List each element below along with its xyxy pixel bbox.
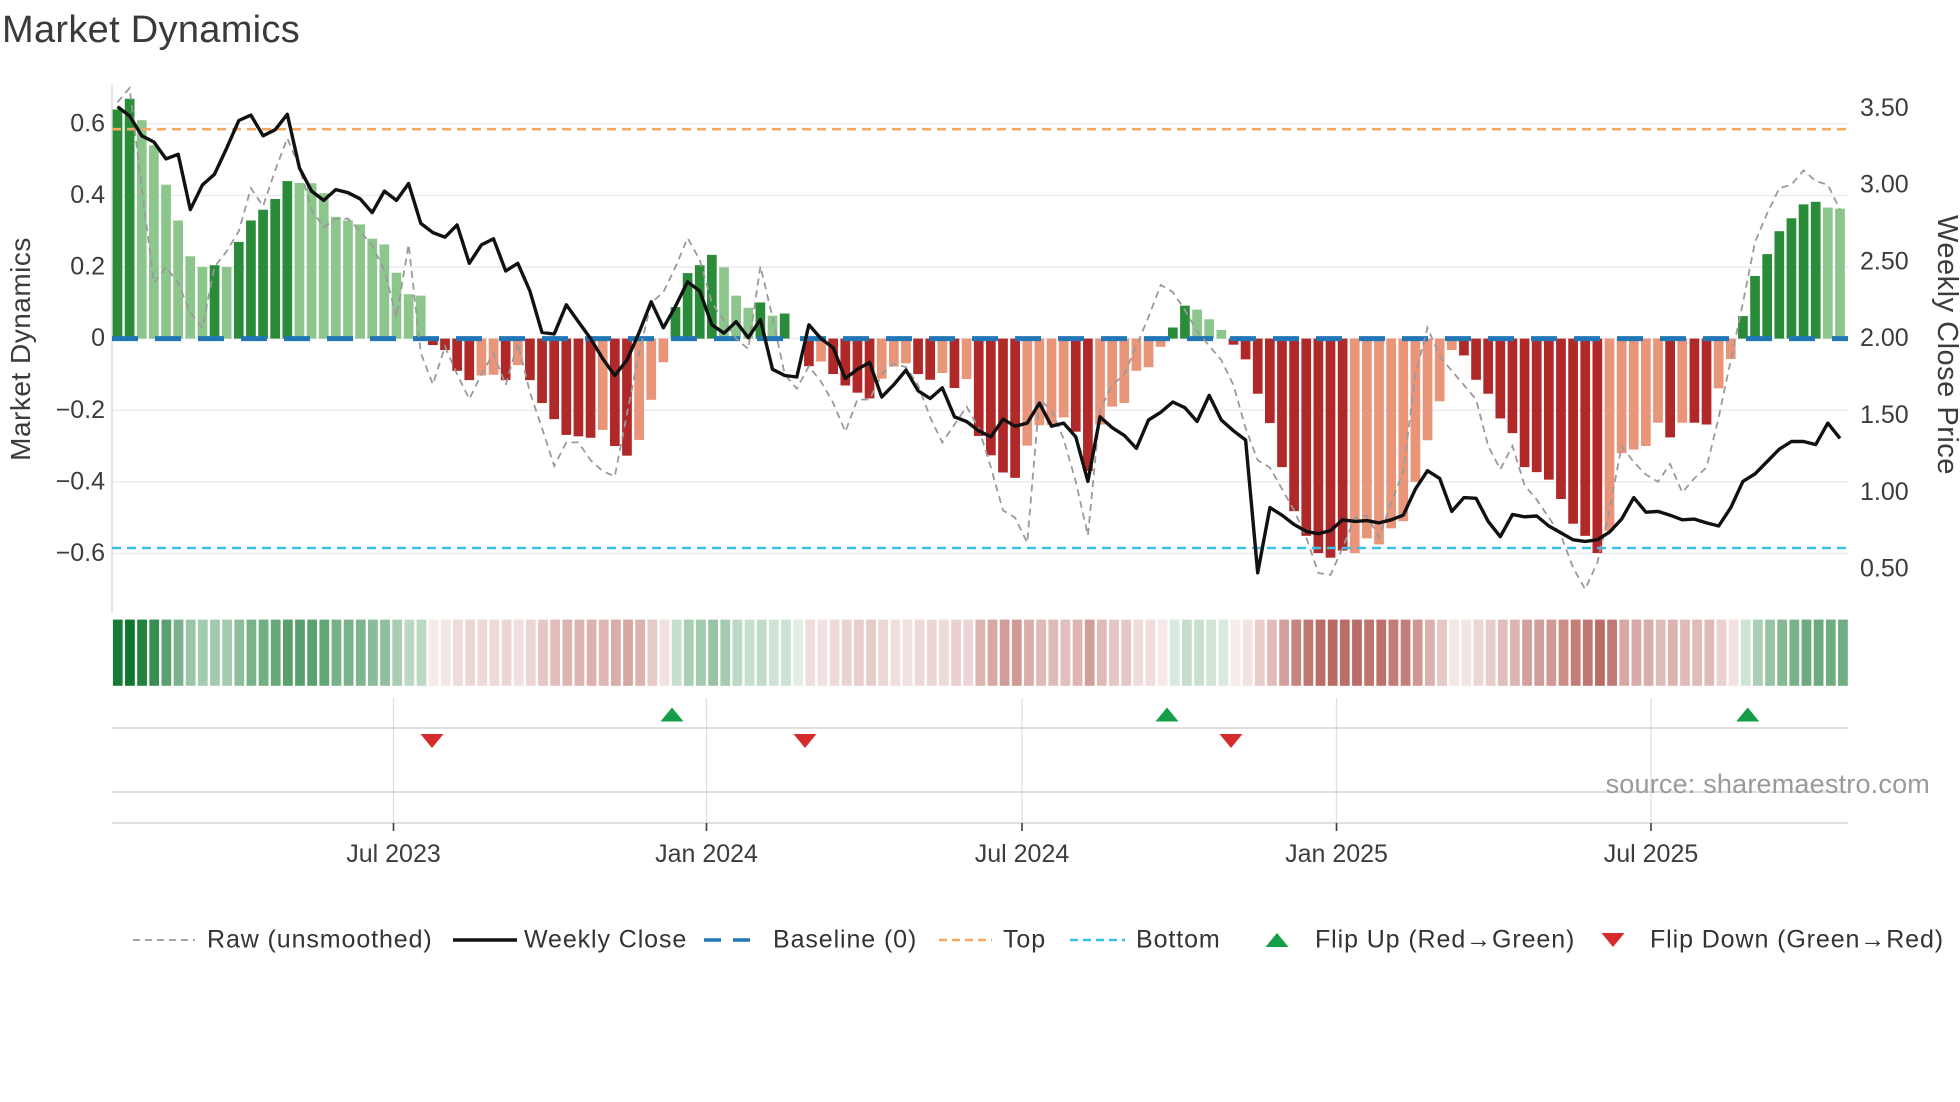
svg-text:Jan 2024: Jan 2024 bbox=[655, 840, 758, 868]
svg-text:0.50: 0.50 bbox=[1860, 555, 1909, 583]
svg-text:Weekly Close Price: Weekly Close Price bbox=[1931, 215, 1960, 475]
svg-text:3.50: 3.50 bbox=[1860, 94, 1909, 122]
svg-text:Bottom: Bottom bbox=[1136, 926, 1221, 954]
svg-text:Flip Up (Red→Green): Flip Up (Red→Green) bbox=[1315, 926, 1575, 954]
svg-text:Top: Top bbox=[1003, 926, 1046, 954]
svg-text:3.00: 3.00 bbox=[1860, 171, 1909, 199]
svg-text:Market Dynamics: Market Dynamics bbox=[5, 237, 36, 461]
svg-text:1.50: 1.50 bbox=[1860, 401, 1909, 429]
svg-text:Jul 2024: Jul 2024 bbox=[975, 840, 1070, 868]
svg-text:Baseline (0): Baseline (0) bbox=[773, 926, 917, 954]
svg-text:2.00: 2.00 bbox=[1860, 324, 1909, 352]
svg-text:source: sharemaestro.com: source: sharemaestro.com bbox=[1606, 769, 1930, 799]
svg-text:Market Dynamics: Market Dynamics bbox=[2, 9, 300, 51]
svg-text:2.50: 2.50 bbox=[1860, 247, 1909, 275]
svg-text:0: 0 bbox=[91, 324, 105, 352]
svg-text:−0.2: −0.2 bbox=[56, 396, 105, 424]
svg-text:0.4: 0.4 bbox=[70, 181, 105, 209]
svg-text:−0.4: −0.4 bbox=[56, 467, 105, 495]
svg-text:Jul 2023: Jul 2023 bbox=[346, 840, 441, 868]
svg-text:Raw (unsmoothed): Raw (unsmoothed) bbox=[207, 926, 433, 954]
svg-text:Flip Down (Green→Red): Flip Down (Green→Red) bbox=[1650, 926, 1944, 954]
svg-text:Jan 2025: Jan 2025 bbox=[1285, 840, 1388, 868]
svg-text:−0.6: −0.6 bbox=[56, 539, 105, 567]
svg-text:0.6: 0.6 bbox=[70, 109, 105, 137]
svg-text:Jul 2025: Jul 2025 bbox=[1604, 840, 1699, 868]
svg-text:0.2: 0.2 bbox=[70, 253, 105, 281]
svg-text:Weekly Close: Weekly Close bbox=[524, 926, 687, 954]
svg-text:1.00: 1.00 bbox=[1860, 478, 1909, 506]
